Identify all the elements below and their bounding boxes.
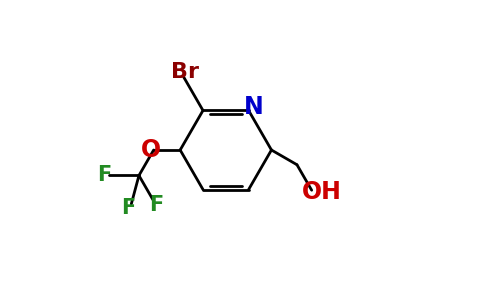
Text: O: O bbox=[141, 138, 161, 162]
Text: Br: Br bbox=[171, 62, 199, 82]
Text: F: F bbox=[150, 195, 164, 215]
Text: N: N bbox=[244, 95, 264, 119]
Text: OH: OH bbox=[302, 180, 342, 204]
Text: F: F bbox=[97, 166, 111, 185]
Text: F: F bbox=[121, 198, 136, 218]
